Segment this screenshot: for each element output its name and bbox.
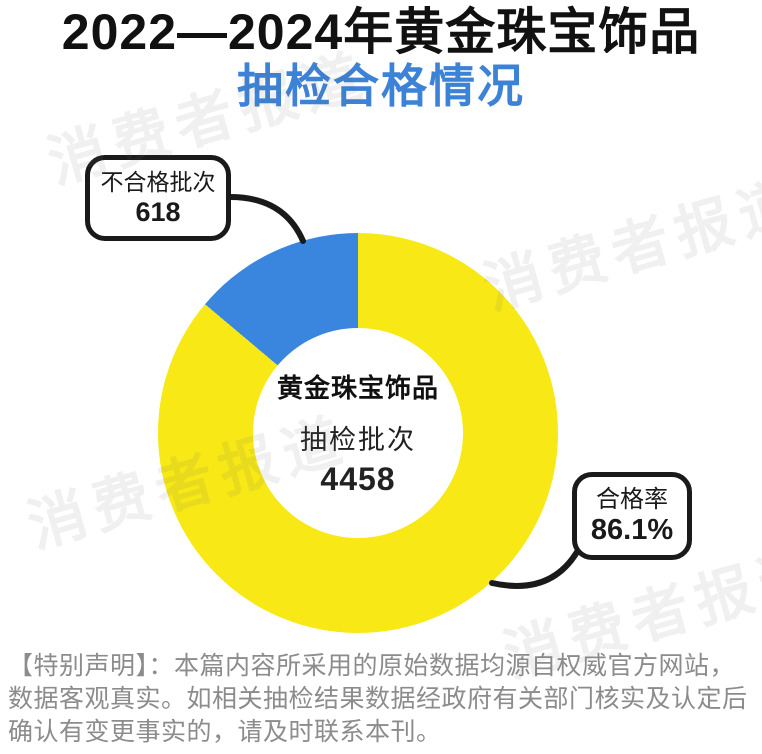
fail-value: 618 (135, 197, 181, 227)
callout-fail-batches: 不合格批次 618 (85, 155, 231, 241)
header: 2022—2024年黄金珠宝饰品 抽检合格情况 (0, 4, 762, 112)
disclaimer-line-2: 数据客观真实。如相关抽检结果数据经政府有关部门核实及认定后 (8, 685, 748, 713)
page-subtitle: 抽检合格情况 (237, 60, 525, 112)
callout-pass-rate: 合格率 86.1% (572, 472, 692, 560)
page-title: 2022—2024年黄金珠宝饰品 (61, 4, 701, 60)
center-category-label: 黄金珠宝饰品 (276, 373, 439, 403)
disclaimer-line-3: 确认有变更事实的，请及时联系本刊。 (8, 718, 442, 746)
donut-center-label: 黄金珠宝饰品 抽检批次 4458 (253, 328, 463, 538)
disclaimer-line-1: 【特别声明】：本篇内容所采用的原始数据均源自权威官方网站， (8, 652, 736, 680)
pass-rate-label: 合格率 (596, 486, 668, 513)
disclaimer-text: 【特别声明】：本篇内容所采用的原始数据均源自权威官方网站， 数据客观真实。如相关… (8, 650, 758, 749)
connector-fail-line (227, 194, 306, 244)
fail-label: 不合格批次 (100, 169, 216, 195)
center-metric-label: 抽检批次 (300, 425, 416, 455)
pass-rate-value: 86.1% (590, 514, 674, 546)
center-total-value: 4458 (320, 461, 396, 497)
